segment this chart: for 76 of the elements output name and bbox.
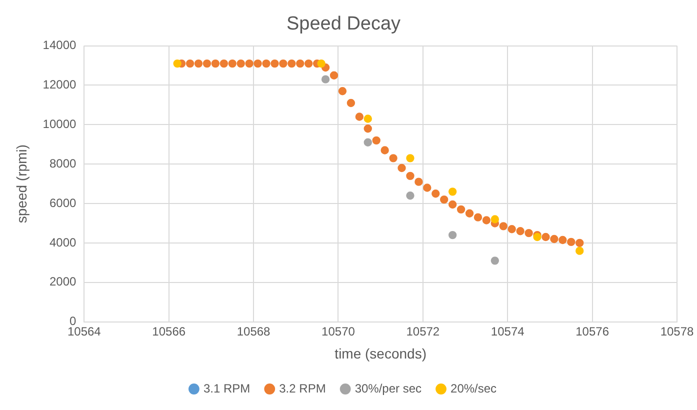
point	[508, 225, 516, 234]
point	[440, 195, 448, 204]
x-axis-title: time (seconds)	[334, 345, 426, 362]
point	[270, 59, 279, 68]
point	[330, 71, 338, 80]
point	[474, 213, 482, 222]
point	[576, 246, 584, 255]
point	[202, 59, 212, 68]
point	[262, 59, 270, 68]
point	[364, 114, 372, 123]
point	[380, 146, 389, 154]
point	[482, 216, 491, 224]
x-tick-label: 10572	[406, 324, 440, 338]
y-tick-label: 6000	[49, 196, 76, 210]
point	[186, 59, 194, 68]
y-tick-label: 10000	[42, 116, 76, 131]
x-tick-label: 10574	[490, 324, 525, 338]
point	[220, 59, 228, 68]
point	[173, 59, 182, 68]
point	[346, 98, 356, 108]
y-tick-label: 2000	[49, 274, 76, 289]
point	[516, 227, 524, 236]
point	[338, 87, 347, 96]
point	[499, 222, 508, 230]
point	[423, 184, 432, 192]
point	[550, 234, 558, 244]
x-tick-label: 10578	[660, 324, 694, 338]
point	[567, 238, 576, 246]
point	[406, 192, 414, 200]
point	[465, 209, 474, 218]
x-tick-label: 10568	[236, 324, 271, 338]
point	[228, 59, 236, 68]
point	[389, 154, 398, 162]
point	[372, 136, 380, 145]
point	[364, 138, 372, 146]
point	[490, 215, 500, 224]
point	[576, 238, 584, 248]
point	[304, 59, 313, 68]
point	[406, 154, 414, 162]
point	[414, 178, 423, 186]
point	[542, 232, 550, 242]
point	[490, 256, 500, 265]
y-tick-label: 14000	[42, 38, 76, 52]
point	[448, 188, 457, 196]
x-tick-label: 10566	[152, 324, 186, 338]
y-tick-label: 4000	[49, 235, 76, 250]
point	[398, 164, 406, 172]
legend-label: 20%/sec	[450, 381, 497, 396]
x-tick-label: 10576	[576, 324, 610, 338]
point	[288, 59, 296, 68]
legend-label: 30%/per sec	[354, 381, 422, 396]
point	[406, 172, 414, 180]
y-axis-title: speed (rpmi)	[13, 144, 30, 224]
point	[296, 59, 304, 68]
point	[364, 124, 372, 133]
x-tick-label: 10570	[322, 324, 356, 338]
point	[524, 228, 533, 238]
point	[194, 59, 203, 68]
y-tick-label: 8000	[49, 156, 76, 170]
point	[211, 59, 220, 68]
point	[254, 59, 262, 68]
point	[448, 230, 457, 240]
point	[245, 59, 254, 68]
point	[317, 59, 326, 68]
legend-label: 3.1 RPM	[203, 381, 250, 396]
point	[236, 59, 245, 68]
point	[355, 112, 364, 121]
point	[432, 190, 440, 198]
point	[558, 236, 567, 244]
legend-label: 3.2 RPM	[279, 381, 326, 396]
point	[448, 200, 457, 209]
y-tick-label: 12000	[42, 78, 76, 92]
point	[456, 205, 466, 214]
chart-title: Speed Decay	[286, 14, 402, 35]
point	[321, 75, 330, 84]
point	[279, 59, 288, 68]
